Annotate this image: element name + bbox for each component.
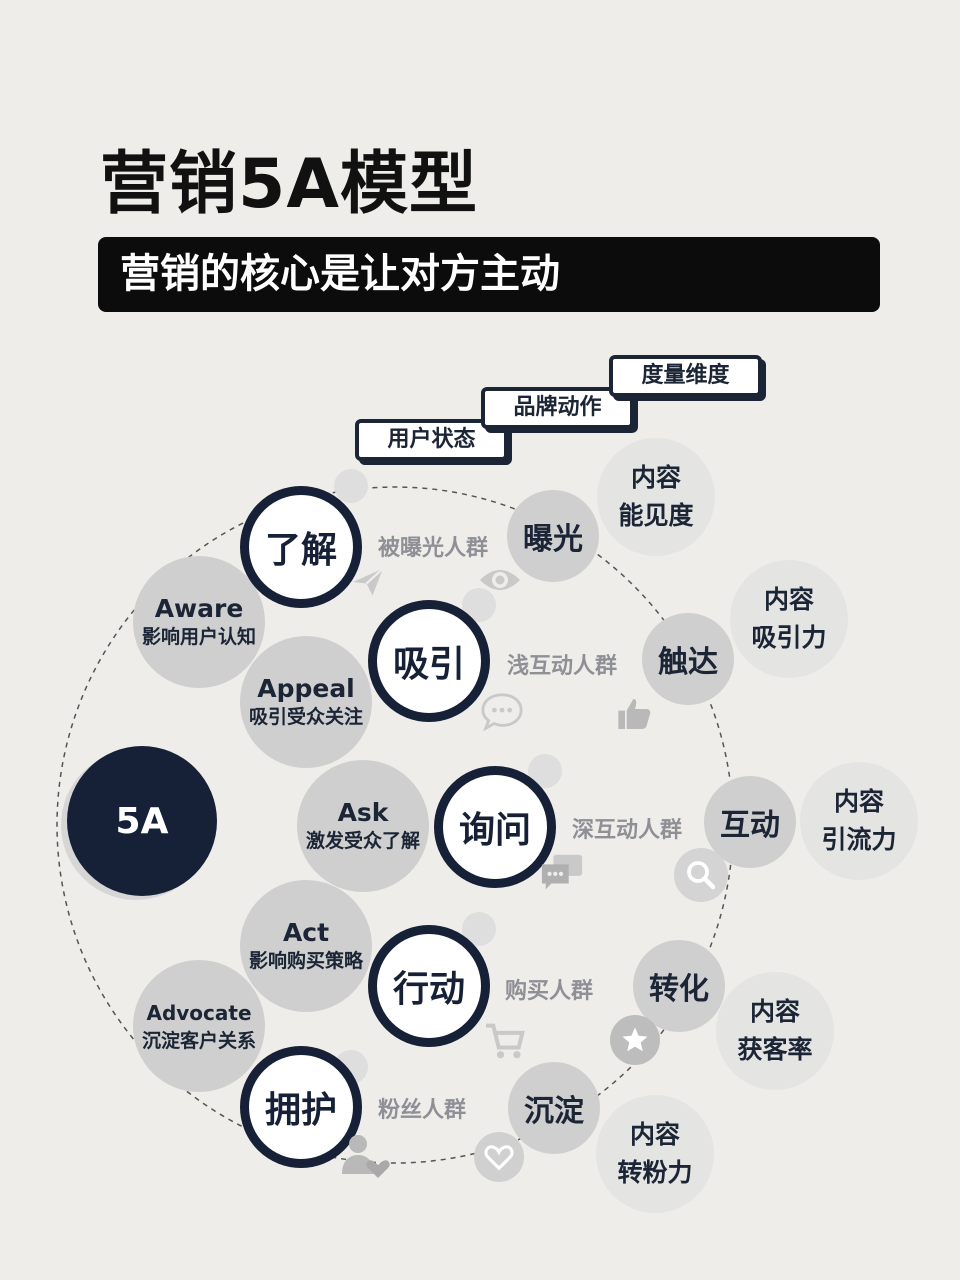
measure-appeal: 内容 吸引力	[730, 560, 848, 678]
tag-measure: 度量维度	[609, 355, 762, 397]
measure-line: 内容	[630, 463, 681, 492]
measure-line: 获客率	[737, 1035, 813, 1064]
measure-aware: 内容 能见度	[597, 438, 715, 556]
group-ask: 深互动人群	[572, 818, 683, 843]
subtitle-banner: 营销的核心是让对方主动	[98, 237, 880, 312]
group-advocate: 粉丝人群	[378, 1098, 467, 1123]
stage-advocate-desc: Advocate 沉淀客户关系	[133, 960, 265, 1092]
measure-advocate: 内容 转粉力	[596, 1095, 714, 1213]
measure-line: 内容	[763, 585, 814, 614]
stage-cn: 沉淀客户关系	[141, 1030, 256, 1052]
group-aware: 被曝光人群	[378, 536, 489, 561]
measure-line: 内容	[629, 1120, 680, 1149]
stage-cn: 影响购买策略	[248, 950, 363, 972]
thumbs-up-icon	[613, 692, 657, 736]
heart-icon	[474, 1132, 524, 1182]
decor-bubble	[334, 469, 368, 503]
chat-bubble-icon	[480, 690, 524, 734]
measure-line: 转粉力	[617, 1158, 693, 1187]
page-title: 营销5A模型	[100, 145, 478, 224]
center-label: 5A	[115, 800, 169, 842]
center-5a: 5A	[67, 746, 217, 896]
state-label: 询问	[458, 810, 531, 851]
stage-appeal-desc: Appeal 吸引受众关注	[240, 636, 372, 768]
measure-line: 能见度	[618, 501, 694, 530]
stage-ask-desc: Ask 激发受众了解	[297, 760, 429, 892]
state-label: 拥护	[264, 1090, 337, 1131]
group-appeal: 浅互动人群	[507, 654, 618, 679]
paper-plane-icon	[346, 560, 390, 604]
star-icon	[610, 1015, 660, 1065]
measure-act: 内容 获客率	[716, 972, 834, 1090]
group-act: 购买人群	[505, 979, 594, 1004]
state-label: 了解	[264, 530, 337, 571]
state-aware: 了解	[240, 486, 362, 608]
stage-aware-desc: Aware 影响用户认知	[133, 556, 265, 688]
stage-en: Aware	[154, 594, 244, 623]
cart-icon	[484, 1020, 528, 1064]
action-aware: 曝光	[507, 490, 599, 582]
user-heart-icon	[340, 1130, 390, 1180]
state-act: 行动	[368, 925, 490, 1047]
search-icon	[674, 848, 728, 902]
stage-en: Act	[282, 918, 330, 947]
action-act: 转化	[633, 940, 725, 1032]
stage-act-desc: Act 影响购买策略	[240, 880, 372, 1012]
measure-ask: 内容 引流力	[800, 762, 918, 880]
stage-cn: 影响用户认知	[141, 626, 256, 648]
action-advocate: 沉淀	[508, 1062, 600, 1154]
action-appeal: 触达	[642, 613, 734, 705]
measure-line: 引流力	[821, 825, 897, 854]
stage-en: Appeal	[257, 674, 355, 703]
state-advocate: 拥护	[240, 1046, 362, 1168]
stage-en: Advocate	[146, 1001, 252, 1025]
measure-line: 内容	[833, 787, 884, 816]
state-appeal: 吸引	[368, 600, 490, 722]
measure-line: 内容	[749, 997, 800, 1026]
stage-cn: 激发受众了解	[305, 830, 420, 852]
state-ask: 询问	[434, 766, 556, 888]
stage-cn: 吸引受众关注	[248, 706, 363, 728]
state-label: 吸引	[392, 644, 465, 685]
tag-brand-action: 品牌动作	[481, 387, 634, 429]
measure-line: 吸引力	[751, 623, 827, 652]
state-label: 行动	[392, 969, 465, 1010]
action-ask: 互动	[704, 776, 796, 868]
eye-icon	[478, 558, 522, 602]
stage-en: Ask	[337, 798, 389, 827]
chat-dots-icon	[540, 850, 584, 894]
